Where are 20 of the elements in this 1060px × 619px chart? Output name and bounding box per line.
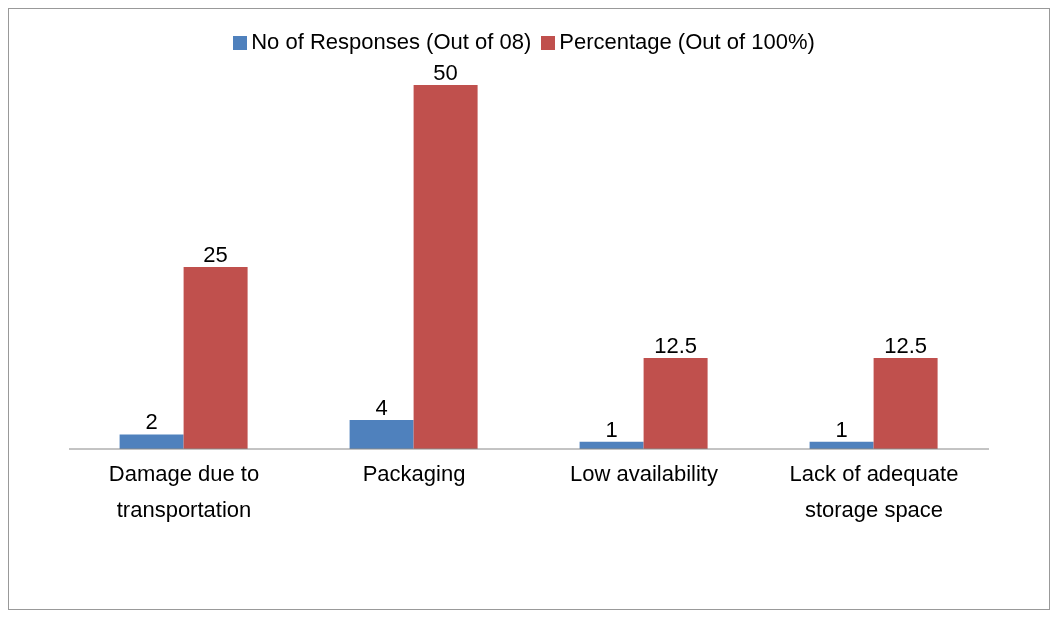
- data-label: 12.5: [654, 333, 698, 358]
- data-label: 50: [433, 60, 458, 85]
- bar: [183, 267, 248, 449]
- bar: [413, 85, 478, 449]
- bar: [643, 358, 708, 449]
- data-label: 1: [605, 416, 618, 442]
- bar: [873, 358, 938, 449]
- data-label: 12.5: [884, 333, 928, 358]
- x-tick-label: Damage due to transportation: [108, 461, 260, 522]
- x-tick-label: Packaging: [362, 461, 466, 486]
- data-label: 4: [375, 394, 388, 420]
- x-tick-label: Lack of adequate storage space: [789, 461, 959, 522]
- legend-label: Percentage (Out of 100%): [559, 29, 815, 54]
- data-label: 25: [203, 242, 228, 267]
- legend-label: No of Responses (Out of 08): [251, 29, 532, 54]
- bar: [119, 434, 184, 449]
- data-label: 1: [835, 416, 848, 442]
- data-label: 2: [145, 409, 158, 435]
- x-tick-label: Low availability: [570, 461, 718, 486]
- bar: [349, 419, 414, 449]
